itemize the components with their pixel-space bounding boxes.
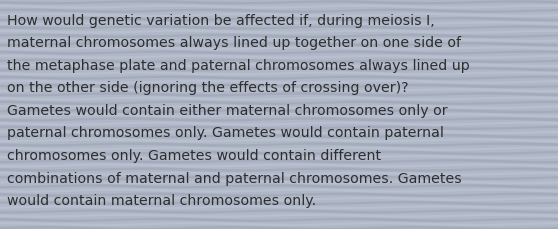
Text: combinations of maternal and paternal chromosomes. Gametes: combinations of maternal and paternal ch… [7,171,462,185]
Text: How would genetic variation be affected if, during meiosis I,: How would genetic variation be affected … [7,14,435,28]
Text: on the other side (ignoring the effects of crossing over)?: on the other side (ignoring the effects … [7,81,409,95]
Text: maternal chromosomes always lined up together on one side of: maternal chromosomes always lined up tog… [7,36,461,50]
Text: paternal chromosomes only. Gametes would contain paternal: paternal chromosomes only. Gametes would… [7,126,444,140]
Text: chromosomes only. Gametes would contain different: chromosomes only. Gametes would contain … [7,148,381,162]
Text: would contain maternal chromosomes only.: would contain maternal chromosomes only. [7,193,316,207]
Text: the metaphase plate and paternal chromosomes always lined up: the metaphase plate and paternal chromos… [7,59,470,73]
Text: Gametes would contain either maternal chromosomes only or: Gametes would contain either maternal ch… [7,104,448,117]
